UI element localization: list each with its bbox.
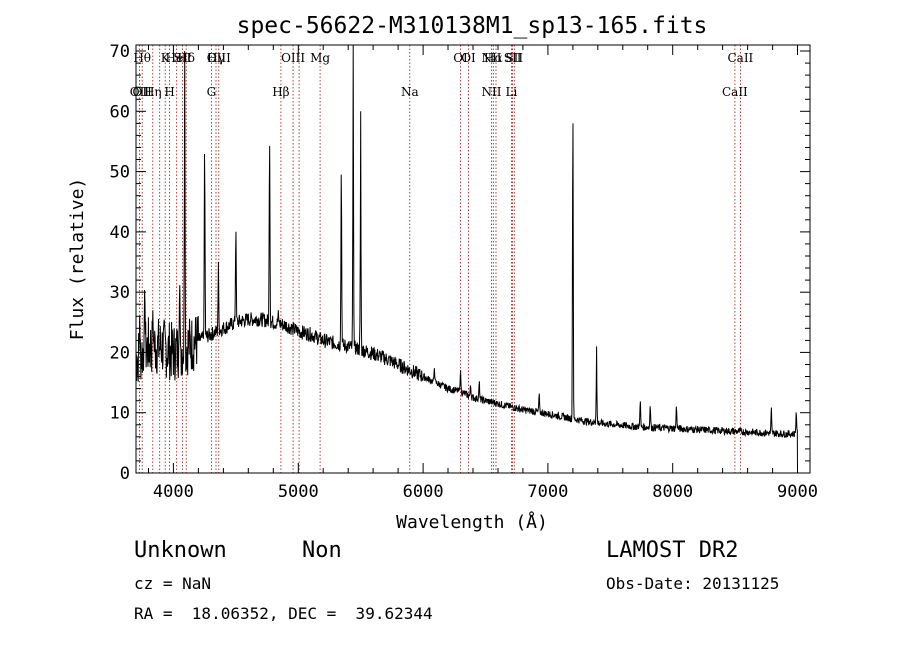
line-label: SII (505, 51, 523, 65)
line-label: HeI (166, 51, 189, 65)
line-label: CaII (722, 85, 748, 99)
line-label: Hα (484, 51, 503, 65)
line-label: CaII (727, 51, 753, 65)
y-axis: 0 10 20 30 40 50 60 70 (110, 42, 810, 484)
line-label: Na (401, 85, 419, 99)
y-tick-label: 60 (110, 102, 130, 122)
line-label: G (207, 85, 217, 99)
chart-title: spec-56622-M310138M1_sp13-165.fits (237, 13, 708, 39)
line-label: Hβ (272, 85, 289, 99)
line-label: Hδ (177, 51, 195, 65)
y-tick-label: 30 (110, 283, 130, 303)
y-tick-label: 0 (120, 464, 130, 484)
line-label: Hθ (133, 51, 151, 65)
x-axis: 4000 5000 6000 7000 8000 9000 (148, 45, 818, 502)
spectrum-line (135, 44, 798, 471)
x-tick-label: 6000 (403, 482, 444, 502)
line-label: OI (453, 51, 468, 65)
line-label: OII (133, 85, 153, 99)
obs-date: Obs-Date: 20131125 (606, 574, 780, 593)
survey-name: LAMOST DR2 (606, 538, 739, 563)
y-tick-label: 40 (110, 223, 130, 243)
y-tick-label: 10 (110, 404, 130, 424)
line-label: OIII (207, 51, 231, 65)
coordinates: RA = 18.06352, DEC = 39.62344 (134, 604, 433, 623)
y-tick-label: 20 (110, 343, 130, 363)
line-label: OI (461, 51, 476, 65)
y-tick-label: 70 (110, 42, 130, 62)
y-axis-label: Flux (relative) (67, 178, 88, 341)
x-tick-label: 5000 (278, 482, 319, 502)
object-class: Unknown (134, 538, 227, 563)
redshift-cz: cz = NaN (134, 574, 212, 593)
object-subclass: Non (302, 538, 342, 563)
line-label: SII (504, 51, 522, 65)
x-tick-label: 9000 (777, 482, 818, 502)
line-label: NII (482, 51, 502, 65)
line-label: Li (505, 85, 517, 99)
line-label: Mg (310, 51, 330, 65)
spectral-line-markers (138, 45, 741, 473)
line-label: K (161, 51, 171, 65)
y-tick-label: 50 (110, 163, 130, 183)
plot-frame (135, 44, 811, 474)
x-tick-label: 4000 (153, 482, 194, 502)
line-label: OII (130, 85, 150, 99)
x-axis-label: Wavelength (Å) (396, 511, 548, 533)
line-label: OIII (281, 51, 305, 65)
x-tick-label: 7000 (527, 482, 568, 502)
line-label: NII (482, 85, 502, 99)
line-label: H (164, 85, 174, 99)
line-label: SII (174, 51, 192, 65)
line-label: Hη (144, 85, 162, 99)
x-tick-label: 8000 (652, 482, 693, 502)
line-label: Hγ (207, 51, 225, 65)
